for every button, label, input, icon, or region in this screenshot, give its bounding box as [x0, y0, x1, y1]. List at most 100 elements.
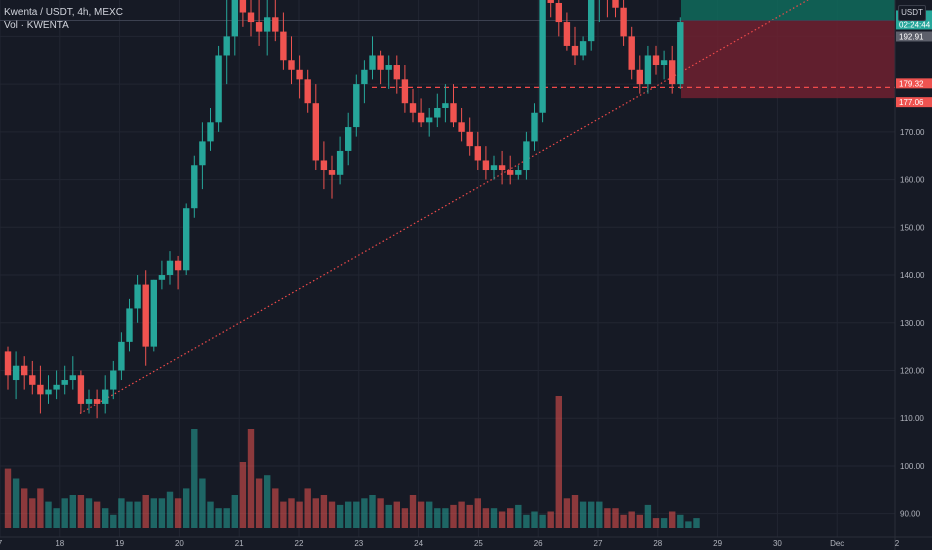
candle-body[interactable]	[4, 351, 12, 376]
candle-body[interactable]	[620, 7, 627, 37]
candle-body[interactable]	[53, 384, 60, 390]
candle-body[interactable]	[69, 375, 76, 381]
candle-body[interactable]	[280, 31, 287, 61]
volume-bar	[498, 511, 506, 528]
volume-bar	[482, 508, 490, 528]
candle-body[interactable]	[588, 0, 595, 42]
candle-body[interactable]	[150, 279, 157, 347]
candle-body[interactable]	[523, 141, 530, 171]
candle-body[interactable]	[215, 55, 222, 123]
candle-body[interactable]	[442, 103, 449, 108]
time-tick-label: 28	[653, 539, 662, 548]
candle-body[interactable]	[93, 399, 101, 404]
volume-bar	[37, 488, 44, 528]
candle-body[interactable]	[296, 69, 303, 80]
candle-body[interactable]	[191, 165, 198, 209]
candle-body[interactable]	[61, 380, 68, 385]
candle-body[interactable]	[555, 2, 562, 23]
candle-body[interactable]	[393, 65, 400, 80]
candle-body[interactable]	[304, 79, 311, 104]
candle-body[interactable]	[336, 150, 344, 175]
candle-body[interactable]	[272, 17, 279, 32]
candle-body[interactable]	[628, 36, 635, 70]
candle-body[interactable]	[142, 284, 149, 347]
candle-body[interactable]	[498, 165, 506, 171]
candle-body[interactable]	[183, 208, 190, 271]
candle-body[interactable]	[134, 284, 141, 309]
candle-body[interactable]	[507, 170, 514, 175]
candle-body[interactable]	[255, 22, 263, 32]
candle-body[interactable]	[636, 69, 643, 85]
candle-body[interactable]	[369, 55, 376, 70]
time-tick-label: 27	[594, 539, 603, 548]
candle-body[interactable]	[571, 45, 579, 56]
chart-legend: Kwenta / USDT, 4h, MEXC Vol · KWENTA	[4, 6, 123, 32]
candle-body[interactable]	[644, 55, 652, 85]
candle-body[interactable]	[417, 112, 425, 123]
candle-body[interactable]	[426, 117, 433, 123]
candle-body[interactable]	[385, 65, 392, 70]
profit-zone[interactable]	[681, 0, 895, 21]
candle-body[interactable]	[563, 22, 571, 46]
candle-body[interactable]	[531, 112, 538, 142]
trendline[interactable]	[79, 0, 895, 414]
candle-body[interactable]	[207, 122, 214, 142]
candle-body[interactable]	[345, 127, 352, 151]
candle-body[interactable]	[515, 170, 522, 175]
candle-body[interactable]	[409, 103, 417, 113]
candle-body[interactable]	[223, 36, 230, 56]
volume-bar	[69, 495, 76, 528]
currency-button[interactable]: USDT	[898, 5, 926, 21]
candle-body[interactable]	[652, 55, 660, 66]
price-label-text: 192.91	[899, 32, 924, 41]
candle-body[interactable]	[474, 146, 481, 161]
candle-body[interactable]	[450, 103, 457, 123]
candle-body[interactable]	[12, 365, 20, 381]
candle-body[interactable]	[77, 375, 85, 404]
candle-body[interactable]	[288, 60, 295, 70]
candle-body[interactable]	[612, 0, 619, 8]
candle-body[interactable]	[328, 170, 336, 175]
candle-body[interactable]	[158, 275, 166, 280]
candle-body[interactable]	[377, 55, 384, 70]
candle-body[interactable]	[247, 12, 255, 23]
candle-body[interactable]	[482, 160, 490, 171]
candle-body[interactable]	[21, 365, 28, 376]
candle-body[interactable]	[231, 0, 238, 37]
candle-body[interactable]	[466, 131, 473, 147]
candle-body[interactable]	[320, 160, 328, 171]
candle-body[interactable]	[199, 141, 206, 166]
candle-body[interactable]	[458, 122, 465, 132]
candle-body[interactable]	[174, 260, 182, 271]
candle-body[interactable]	[126, 308, 133, 342]
loss-zone[interactable]	[681, 20, 895, 99]
candle-body[interactable]	[264, 17, 271, 32]
volume-bar	[588, 501, 595, 528]
volume-bar	[231, 495, 238, 528]
volume-bar	[579, 501, 587, 528]
candle-body[interactable]	[239, 0, 247, 13]
candle-body[interactable]	[110, 370, 117, 390]
candle-body[interactable]	[660, 60, 668, 66]
candle-body[interactable]	[669, 60, 676, 85]
candle-body[interactable]	[166, 260, 174, 276]
price-tick-label: 140.00	[900, 271, 925, 280]
candle-body[interactable]	[677, 22, 684, 85]
candle-body[interactable]	[85, 399, 93, 404]
candle-body[interactable]	[29, 375, 36, 385]
candle-body[interactable]	[434, 107, 441, 118]
candle-body[interactable]	[579, 41, 587, 56]
candle-body[interactable]	[37, 384, 44, 395]
candle-body[interactable]	[490, 165, 498, 171]
candle-body[interactable]	[102, 389, 109, 404]
candle-body[interactable]	[547, 0, 554, 3]
price-axis[interactable]	[895, 0, 932, 550]
candle-body[interactable]	[361, 69, 368, 85]
candle-body[interactable]	[539, 0, 546, 113]
candle-body[interactable]	[401, 79, 409, 104]
candle-body[interactable]	[353, 84, 360, 128]
candle-body[interactable]	[118, 341, 125, 371]
candle-body[interactable]	[312, 103, 319, 161]
candle-body[interactable]	[45, 389, 52, 395]
